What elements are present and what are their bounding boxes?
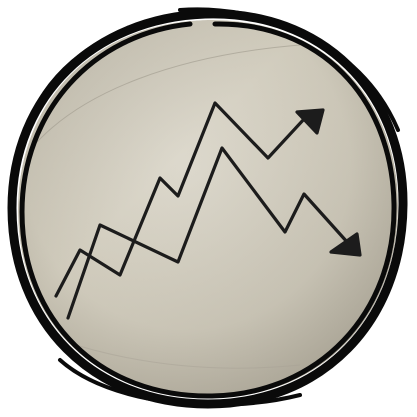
rising-arrow-line bbox=[54, 101, 307, 298]
falling-arrow-line bbox=[66, 146, 350, 320]
falling-arrow bbox=[66, 146, 362, 320]
hand-drawn-circle bbox=[7, 7, 408, 409]
paper-crease bbox=[29, 44, 301, 151]
rising-arrowhead bbox=[295, 108, 325, 135]
falling-arrowhead bbox=[329, 232, 362, 257]
paper-crease bbox=[59, 339, 301, 369]
rising-arrow bbox=[54, 101, 325, 298]
